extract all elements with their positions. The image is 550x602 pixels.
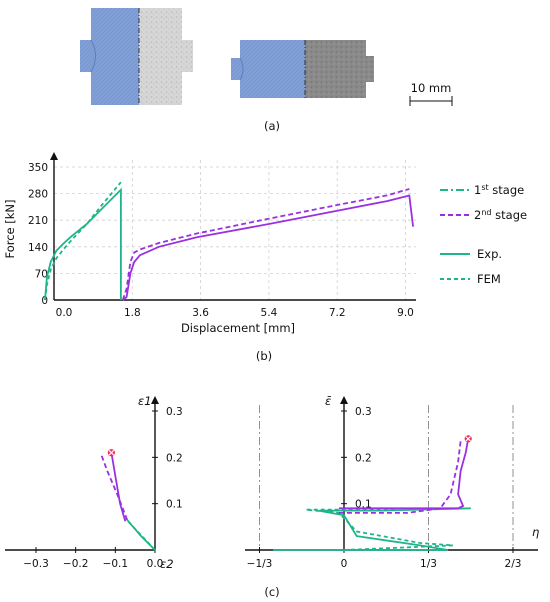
x-axis-label: Displacement [mm]	[181, 321, 295, 335]
scale-bar: 10 mm	[409, 81, 453, 106]
y-tick-label: 0.3	[355, 406, 372, 418]
triax-failure-marker-cross	[465, 436, 471, 442]
chart-force-displacement: 0 70 140 210 280 350 0.0 1.8 3.6 5.4 7.2 9.0 Force…	[3, 152, 416, 335]
legend-exp: Exp.	[477, 247, 502, 261]
y-tick-label: 0.1	[166, 499, 183, 511]
force-series-2nd-fem	[121, 188, 410, 301]
x-tick-label: 7.2	[329, 307, 346, 319]
scale-bar-label: 10 mm	[411, 81, 452, 95]
grid	[54, 160, 416, 300]
x-tick-label: −1/3	[247, 558, 273, 570]
force-series-1st-exp	[44, 187, 122, 301]
x-tick-label: −0.2	[63, 558, 89, 570]
y-tick-label: 0	[41, 295, 48, 307]
chart-triaxiality: −1/3 0 1/3 2/30.10.20.3 ε̄ η	[245, 394, 539, 570]
force-series-2nd-exp	[122, 194, 414, 301]
x-axis-label: ε2	[160, 557, 174, 571]
strain-failure-marker-cross	[108, 449, 115, 456]
triax-series-1st-fem	[305, 508, 454, 551]
caption-a: (a)	[264, 119, 280, 133]
y-tick-label: 70	[35, 268, 48, 280]
specimen-left	[80, 8, 193, 105]
legend-stage1: 1st stage	[474, 183, 524, 197]
legend-fem: FEM	[477, 272, 501, 286]
y-tick-label: 210	[28, 215, 48, 227]
x-tick-label: 0.0	[147, 558, 164, 570]
specimen-right-photo	[305, 40, 374, 98]
specimen-left-mesh	[80, 8, 139, 105]
x-tick-label: −0.1	[103, 558, 129, 570]
triax-series-2nd-fem	[338, 440, 462, 514]
legend-stage2: 2nd stage	[474, 208, 527, 222]
triax-series-2nd-exp	[338, 438, 470, 510]
specimen-left-photo	[139, 8, 193, 105]
y-axis-label: ε̄	[325, 394, 332, 408]
x-tick-label: 1.8	[124, 307, 141, 319]
x-tick-label: 0.0	[56, 307, 73, 319]
strain-series-1st-exp	[126, 519, 156, 551]
x-tick-label: −0.3	[23, 558, 49, 570]
force-series-1st-fem	[44, 181, 122, 301]
y-tick-label: 350	[28, 162, 48, 174]
legend: 1st stage 2nd stage Exp. FEM	[440, 183, 527, 286]
y-tick-label: 280	[28, 189, 48, 201]
specimen-right	[231, 40, 374, 98]
x-tick-label: 1/3	[420, 558, 437, 570]
y-tick-label: 0.2	[166, 452, 183, 464]
y-axis-label: ε1	[138, 394, 152, 408]
caption-c: (c)	[264, 585, 279, 599]
caption-b: (b)	[256, 349, 272, 363]
y-tick-label: 0.2	[355, 452, 372, 464]
chart-strain-path: −0.3 −0.2 −0.1 0.0 0.1 0.2 0.3 ε1 ε2	[5, 394, 183, 571]
x-tick-label: 5.4	[261, 307, 278, 319]
strain-series-1st-fem	[124, 517, 156, 551]
x-tick-label: 0	[341, 558, 348, 570]
y-axis-label: Force [kN]	[3, 199, 17, 258]
x-tick-label: 3.6	[192, 307, 209, 319]
specimen-right-mesh	[231, 40, 305, 98]
y-tick-label: 0.3	[166, 406, 183, 418]
y-tick-label: 140	[28, 242, 48, 254]
x-tick-label: 9.0	[397, 307, 414, 319]
x-axis-label: η	[532, 525, 539, 539]
x-tick-label: 2/3	[505, 558, 522, 570]
